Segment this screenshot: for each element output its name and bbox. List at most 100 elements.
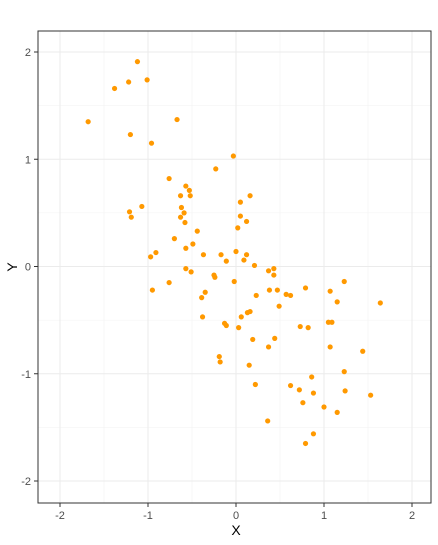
data-point	[111, 85, 118, 92]
y-axis-title: Y	[4, 262, 20, 272]
data-point	[300, 400, 306, 406]
data-points	[85, 59, 383, 447]
data-point	[213, 166, 219, 172]
data-point	[287, 382, 294, 389]
data-point	[174, 116, 180, 123]
x-tick-label: -2	[55, 510, 65, 522]
data-point	[247, 193, 253, 199]
major-gridlines	[38, 31, 431, 503]
data-point	[126, 209, 133, 215]
data-point	[321, 404, 327, 410]
data-point	[188, 269, 194, 275]
data-point	[341, 369, 347, 375]
data-point	[218, 252, 224, 258]
data-point	[265, 418, 271, 424]
data-point	[187, 193, 193, 199]
data-point	[271, 272, 277, 278]
data-point	[327, 288, 333, 294]
data-point	[302, 440, 309, 447]
data-point	[183, 266, 189, 272]
data-point	[85, 119, 91, 125]
data-point	[237, 213, 243, 219]
data-point	[148, 254, 154, 260]
data-point	[235, 225, 241, 231]
data-point	[231, 278, 237, 285]
data-point	[238, 314, 244, 320]
data-point	[341, 278, 347, 285]
data-point	[251, 262, 258, 269]
data-point	[276, 303, 282, 309]
data-point	[139, 203, 145, 210]
data-point	[199, 314, 206, 320]
data-point	[166, 175, 172, 182]
data-point	[253, 292, 259, 299]
y-tick-label: -1	[21, 369, 31, 381]
y-tick-label: -2	[21, 476, 31, 488]
y-axis-ticks: -2 -1 0 1 2	[21, 47, 38, 488]
y-tick-label: 1	[25, 154, 31, 166]
data-point	[223, 258, 229, 264]
data-point	[310, 390, 317, 396]
data-point	[247, 308, 253, 315]
data-point	[190, 241, 196, 247]
data-point	[217, 359, 223, 365]
data-point	[243, 252, 250, 258]
data-point	[302, 285, 309, 291]
data-point	[186, 187, 192, 193]
data-point	[230, 153, 236, 159]
data-point	[177, 193, 184, 199]
data-point	[183, 183, 189, 189]
data-point	[309, 374, 315, 380]
data-point	[149, 287, 155, 293]
data-point	[360, 348, 366, 354]
data-point	[329, 319, 335, 325]
x-axis-title: X	[231, 522, 241, 538]
x-tick-label: 2	[409, 510, 415, 522]
data-point	[126, 79, 132, 85]
data-point	[305, 325, 311, 331]
data-point	[144, 77, 150, 83]
data-point	[202, 289, 208, 295]
data-point	[181, 210, 187, 216]
data-point	[296, 387, 302, 393]
data-point	[153, 249, 159, 256]
data-point	[183, 245, 189, 251]
data-point	[334, 299, 340, 305]
data-point	[171, 236, 177, 242]
data-point	[342, 388, 348, 394]
x-tick-label: 0	[233, 510, 239, 522]
data-point	[233, 248, 239, 255]
data-point	[310, 431, 317, 437]
data-point	[127, 131, 133, 138]
x-tick-label: -1	[143, 510, 153, 522]
data-point	[334, 409, 340, 415]
data-point	[212, 274, 218, 280]
data-point	[287, 292, 294, 299]
data-point	[274, 287, 280, 293]
data-point	[377, 300, 383, 306]
x-axis-ticks: -2 -1 0 1 2	[55, 503, 415, 522]
data-point	[241, 257, 247, 263]
x-tick-label: 1	[321, 510, 327, 522]
data-point	[237, 199, 243, 205]
data-point	[266, 287, 273, 293]
data-point	[194, 228, 200, 234]
data-point	[200, 252, 207, 258]
data-point	[252, 381, 258, 388]
y-tick-label: 2	[25, 47, 31, 59]
data-point	[177, 214, 184, 220]
data-point	[250, 336, 256, 343]
data-point	[178, 204, 185, 211]
data-point	[148, 140, 155, 146]
data-point	[223, 322, 229, 329]
data-point	[265, 268, 272, 274]
data-point	[236, 325, 242, 331]
data-point	[368, 392, 374, 398]
y-tick-label: 0	[25, 262, 31, 274]
data-point	[243, 218, 250, 225]
data-point	[199, 295, 205, 301]
data-point	[265, 344, 272, 350]
data-point	[283, 291, 289, 297]
data-point	[182, 219, 188, 226]
